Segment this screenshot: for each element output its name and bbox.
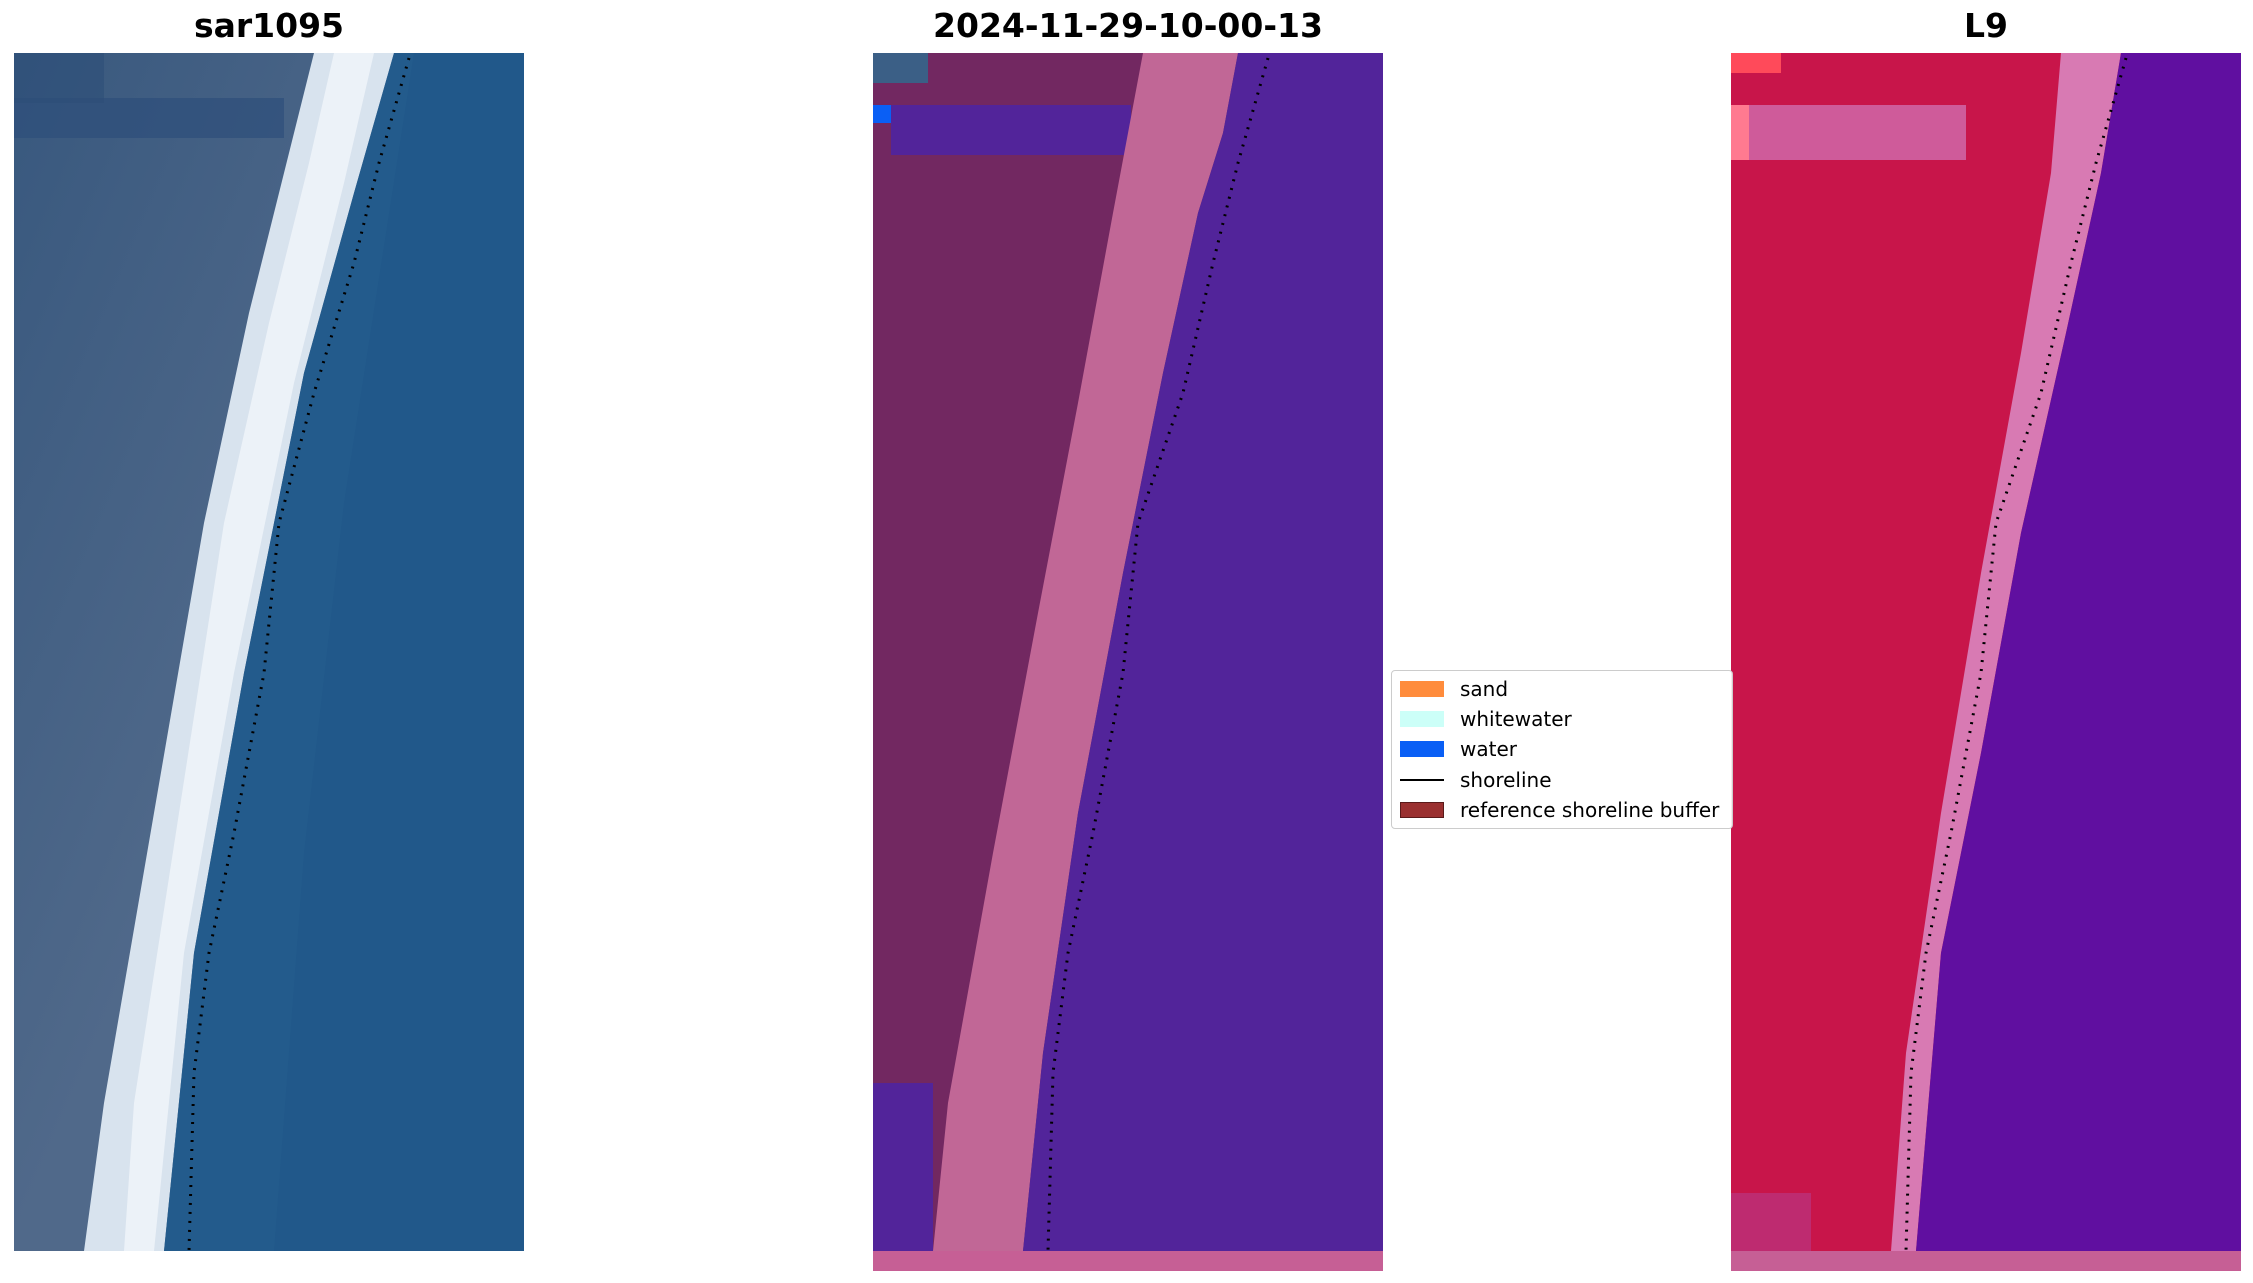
- l9-image-panel: [1731, 53, 2241, 1271]
- legend-item-shoreline: shoreline: [1400, 768, 1552, 792]
- legend-item-sand: sand: [1400, 677, 1508, 701]
- shoreline-swatch: [1400, 779, 1444, 781]
- legend-label: water: [1460, 737, 1517, 761]
- legend-item-reference-buffer: reference shoreline buffer: [1400, 798, 1719, 822]
- panel-title-l9: L9: [1964, 6, 2008, 45]
- water-swatch: [1400, 741, 1444, 757]
- shoreline-line: [187, 57, 411, 1251]
- classified-image: [873, 53, 1383, 1271]
- rgb-image: [14, 53, 524, 1251]
- panel-title-sar1095: sar1095: [193, 6, 345, 45]
- rgb-image-panel: [14, 53, 524, 1251]
- legend-item-water: water: [1400, 737, 1517, 761]
- legend-label: reference shoreline buffer: [1460, 798, 1720, 822]
- legend-item-whitewater: whitewater: [1400, 707, 1572, 731]
- classified-image-panel: [873, 53, 1383, 1271]
- l9-image: [1731, 53, 2241, 1271]
- whitewater-swatch: [1400, 711, 1444, 727]
- legend-label: sand: [1460, 677, 1509, 701]
- legend-label: whitewater: [1460, 707, 1572, 731]
- shoreline-line: [1904, 57, 2128, 1252]
- sand-swatch: [1400, 681, 1444, 697]
- legend: sand whitewater water shoreline referenc…: [1391, 670, 1733, 829]
- legend-label: shoreline: [1460, 768, 1552, 792]
- buffer-swatch: [1400, 802, 1444, 818]
- panel-title-date: 2024-11-29-10-00-13: [933, 6, 1323, 45]
- shoreline-line: [1046, 57, 1270, 1252]
